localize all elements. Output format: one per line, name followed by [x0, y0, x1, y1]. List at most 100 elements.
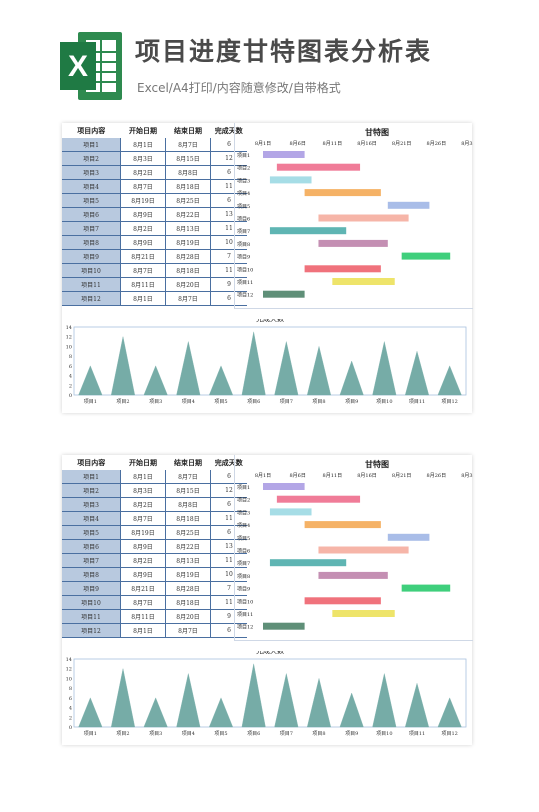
area-x-label: 项目7	[280, 731, 293, 737]
area-title: 完成天数	[256, 651, 284, 655]
area-peak	[274, 341, 299, 396]
gantt-x-tick: 8月1日	[255, 141, 271, 147]
table-cell: 8月8日	[165, 165, 211, 180]
area-x-label: 项目4	[182, 399, 195, 405]
table-row: 项目2 8月3日 8月15日 12	[62, 483, 247, 498]
column-header: 开始日期	[120, 455, 166, 470]
table-row: 项目1 8月1日 8月7日 6	[62, 138, 247, 152]
table-cell: 项目10	[62, 595, 121, 610]
area-peak	[437, 697, 462, 728]
page-subtitle: Excel/A4打印/内容随意修改/自带格式	[137, 81, 341, 95]
table-cell: 8月7日	[165, 470, 211, 484]
gantt-bar	[263, 483, 305, 490]
table-cell: 7	[210, 249, 247, 264]
table-row: 项目6 8月9日 8月22日 13	[62, 207, 247, 222]
area-peak	[339, 360, 364, 396]
gantt-category-label: 项目3	[237, 510, 250, 516]
project-table: 项目内容 开始日期 结束日期 完成天数 项目1 8月1日 8月7日 6 项目2 8月3日 8月15日…	[62, 455, 247, 638]
gantt-category-label: 项目10	[237, 267, 253, 273]
gantt-bar	[276, 163, 361, 171]
table-cell: 项目8	[62, 567, 121, 582]
table-row: 项目7 8月2日 8月13日 11	[62, 553, 247, 568]
table-cell: 项目1	[62, 470, 121, 484]
table-cell: 8月9日	[120, 235, 166, 250]
gantt-category-label: 项目5	[237, 204, 250, 210]
table-cell: 8月13日	[165, 553, 211, 568]
table-row: 项目11 8月11日 8月20日 9	[62, 277, 247, 292]
table-row: 项目2 8月3日 8月15日 12	[62, 151, 247, 166]
area-peak	[176, 673, 201, 728]
area-y-tick: 2	[69, 383, 72, 389]
table-cell: 8月2日	[120, 221, 166, 236]
area-x-label: 项目12	[441, 399, 457, 405]
table-cell: 8月1日	[120, 470, 166, 484]
gantt-x-tick: 8月26日	[427, 473, 447, 479]
area-y-tick: 14	[66, 657, 72, 663]
area-y-tick: 8	[69, 686, 72, 692]
table-cell: 8月25日	[165, 193, 211, 208]
gantt-bar	[269, 508, 312, 516]
table-cell: 8月7日	[120, 263, 166, 278]
gantt-x-tick: 8月31日	[461, 473, 473, 479]
area-x-label: 项目4	[182, 731, 195, 737]
gantt-x-tick: 8月1日	[255, 473, 271, 479]
area-y-tick: 14	[66, 325, 72, 331]
area-x-label: 项目5	[214, 399, 227, 405]
table-row: 项目7 8月2日 8月13日 11	[62, 221, 247, 236]
gantt-category-label: 项目11	[237, 280, 253, 286]
area-peak	[372, 673, 397, 728]
table-row: 项目4 8月7日 8月18日 11	[62, 179, 247, 194]
table-cell: 8月21日	[120, 249, 166, 264]
table-cell: 7	[210, 581, 247, 596]
gantt-category-label: 项目11	[237, 612, 253, 618]
column-header: 项目内容	[62, 455, 121, 470]
table-cell: 8月7日	[120, 511, 166, 526]
table-row: 项目10 8月7日 8月18日 11	[62, 595, 247, 610]
table-row: 项目12 8月1日 8月7日 6	[62, 291, 247, 306]
area-x-label: 项目8	[312, 731, 325, 737]
table-cell: 项目7	[62, 553, 121, 568]
area-peak	[208, 365, 234, 396]
table-cell: 8月9日	[120, 539, 166, 554]
area-peak	[372, 341, 397, 396]
gantt-category-label: 项目9	[237, 255, 250, 261]
table-row: 项目5 8月19日 8月25日 6	[62, 525, 247, 540]
table-cell: 8月9日	[120, 567, 166, 582]
area-peak	[339, 692, 364, 728]
column-header: 结束日期	[165, 123, 211, 138]
area-x-label: 项目1	[84, 731, 97, 737]
gantt-x-tick: 8月21日	[392, 141, 412, 147]
table-cell: 8月7日	[165, 138, 211, 152]
gantt-svg: 甘特图 8月1日 8月6日 8月11日 8月16日 8月21日 8月26日 8月31日项目1 项…	[237, 459, 473, 631]
table-cell: 8月18日	[165, 595, 211, 610]
table-cell: 11	[210, 595, 247, 610]
table-cell: 8月20日	[165, 277, 211, 292]
table-cell: 项目8	[62, 235, 121, 250]
table-cell: 8月8日	[165, 497, 211, 512]
gantt-bar	[269, 227, 347, 235]
gantt-chart: 甘特图 8月1日 8月6日 8月11日 8月16日 8月21日 8月26日 8月31日项目1 项…	[234, 123, 473, 309]
gantt-category-label: 项目9	[237, 587, 250, 593]
table-cell: 项目12	[62, 623, 121, 638]
gantt-bar	[318, 239, 388, 247]
area-x-label: 项目10	[376, 731, 392, 737]
table-cell: 项目11	[62, 609, 121, 624]
table-row: 项目4 8月7日 8月18日 11	[62, 511, 247, 526]
gantt-bar	[387, 201, 430, 209]
table-cell: 8月1日	[120, 623, 166, 638]
table-cell: 11	[210, 263, 247, 278]
gantt-x-tick: 8月6日	[289, 473, 305, 479]
table-row: 项目6 8月9日 8月22日 13	[62, 539, 247, 554]
gantt-bar	[304, 597, 381, 605]
gantt-category-label: 项目4	[237, 191, 250, 197]
area-peak	[241, 663, 266, 728]
gantt-bar	[269, 559, 347, 567]
area-frame	[73, 658, 467, 728]
sheet-preview-2: 项目内容 开始日期 结束日期 完成天数 项目1 8月1日 8月7日 6 项目2 8月3日 8月15日…	[62, 455, 473, 745]
table-cell: 8月7日	[120, 595, 166, 610]
table-cell: 12	[210, 151, 247, 166]
gantt-category-label: 项目6	[237, 217, 250, 223]
table-cell: 8月28日	[165, 581, 211, 596]
table-cell: 项目6	[62, 207, 121, 222]
gantt-bar	[304, 265, 381, 273]
